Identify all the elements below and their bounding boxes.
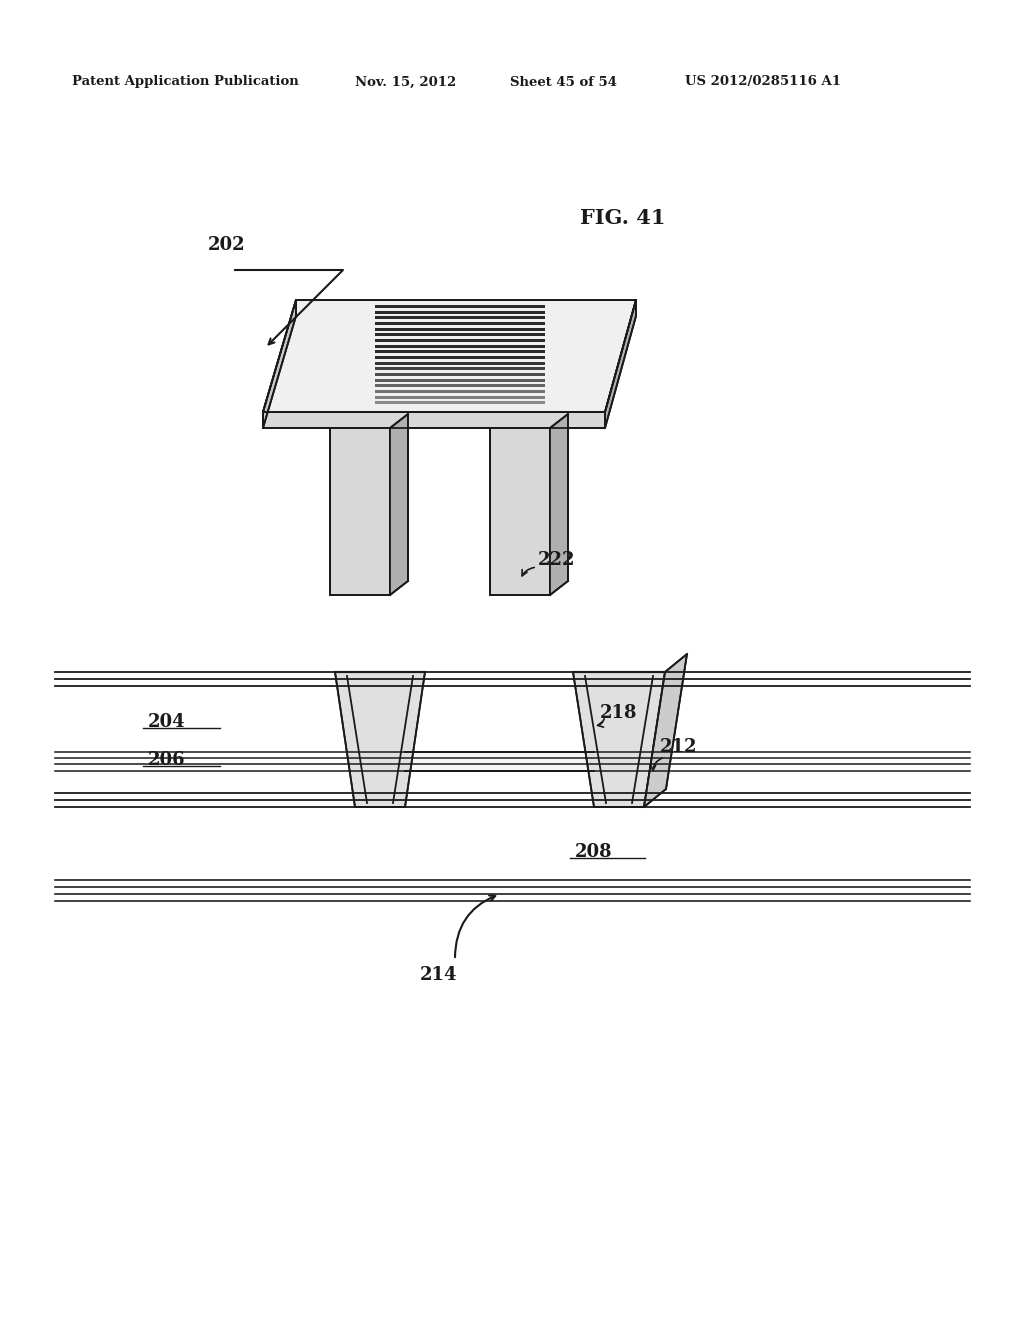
Polygon shape: [375, 339, 545, 342]
Polygon shape: [375, 345, 545, 347]
Text: Sheet 45 of 54: Sheet 45 of 54: [510, 75, 617, 88]
Polygon shape: [390, 414, 408, 595]
Polygon shape: [375, 305, 545, 308]
Text: 214: 214: [420, 966, 458, 983]
Polygon shape: [263, 300, 296, 428]
Text: FIG. 41: FIG. 41: [580, 209, 666, 228]
Polygon shape: [263, 412, 605, 428]
Polygon shape: [375, 334, 545, 337]
Polygon shape: [375, 384, 545, 387]
Text: 204: 204: [148, 713, 185, 731]
Polygon shape: [375, 317, 545, 319]
Text: Patent Application Publication: Patent Application Publication: [72, 75, 299, 88]
Polygon shape: [375, 396, 545, 399]
Polygon shape: [375, 322, 545, 325]
Polygon shape: [375, 327, 545, 330]
Polygon shape: [605, 300, 636, 428]
Text: Nov. 15, 2012: Nov. 15, 2012: [355, 75, 457, 88]
Text: 208: 208: [575, 843, 612, 861]
Text: 222: 222: [538, 550, 575, 569]
Polygon shape: [375, 379, 545, 381]
Polygon shape: [375, 310, 545, 314]
Polygon shape: [375, 350, 545, 354]
Text: US 2012/0285116 A1: US 2012/0285116 A1: [685, 75, 841, 88]
Polygon shape: [375, 401, 545, 404]
Text: 202: 202: [208, 236, 246, 253]
Polygon shape: [375, 356, 545, 359]
Polygon shape: [490, 428, 550, 595]
Polygon shape: [375, 389, 545, 393]
Polygon shape: [375, 374, 545, 376]
Text: 206: 206: [148, 751, 185, 770]
Polygon shape: [375, 367, 545, 371]
Polygon shape: [375, 362, 545, 364]
Polygon shape: [330, 428, 390, 595]
Polygon shape: [644, 653, 687, 807]
Polygon shape: [406, 752, 594, 771]
Polygon shape: [263, 300, 636, 412]
Text: 218: 218: [600, 704, 638, 722]
Text: 212: 212: [660, 738, 697, 756]
Polygon shape: [573, 672, 665, 807]
Polygon shape: [550, 414, 568, 595]
Polygon shape: [335, 672, 425, 807]
